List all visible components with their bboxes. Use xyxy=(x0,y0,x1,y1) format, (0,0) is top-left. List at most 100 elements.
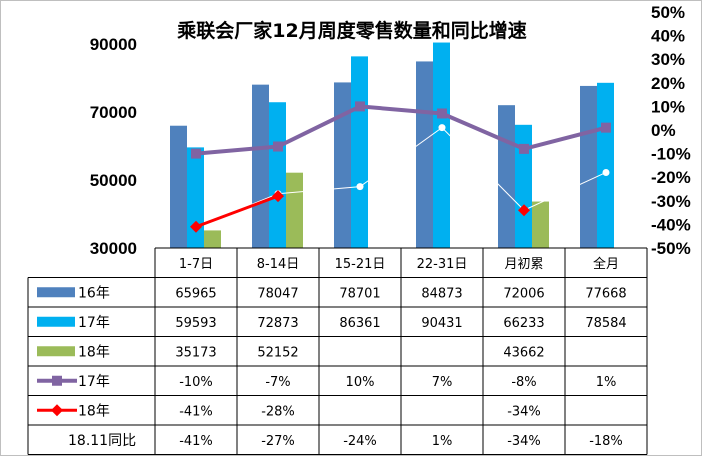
marker-18年 xyxy=(518,204,530,217)
legend-label: 18.11同比 xyxy=(68,433,136,449)
bar-17年-15-21日 xyxy=(351,56,368,248)
category-label: 22-31日 xyxy=(417,257,468,272)
marker-18.11同比 xyxy=(438,124,446,132)
left-tick-label: 30000 xyxy=(90,239,137,258)
left-tick-label: 90000 xyxy=(90,35,137,54)
table-cell-value: 1% xyxy=(596,375,617,390)
right-tick-label: 30% xyxy=(651,50,685,69)
bar-17年-8-14日 xyxy=(269,102,286,248)
marker-17年 xyxy=(273,141,283,152)
table-cell-value: 72006 xyxy=(503,286,544,301)
table-cell-value: 77668 xyxy=(585,286,626,301)
legend-label: 17年 xyxy=(78,374,110,390)
table-cell-value: -41% xyxy=(179,434,213,449)
right-tick-label: 0% xyxy=(651,121,676,140)
table-cell-value: 72873 xyxy=(257,316,298,331)
marker-17年 xyxy=(355,101,365,112)
category-label: 月初累 xyxy=(504,257,543,272)
data-table: 1-7日 8-14日 15-21日 22-31日 月初累 全月 16年 65965 78047 7… xyxy=(27,247,648,455)
bar-18年-1-7日 xyxy=(204,230,221,248)
table-cell-value: 59593 xyxy=(175,316,216,331)
bar-17年-1-7日 xyxy=(187,147,204,248)
bar-17年-全月 xyxy=(597,82,614,249)
bar-17年-月初累 xyxy=(515,124,532,248)
bar-16年-22-31日 xyxy=(416,61,433,249)
table-cell-value: -41% xyxy=(179,404,213,419)
table-cell-value: 1% xyxy=(432,434,453,449)
right-tick-label: 20% xyxy=(651,74,685,93)
bar-16年-15-21日 xyxy=(334,82,351,249)
table-cell-value: 7% xyxy=(432,375,453,390)
legend-label: 18年 xyxy=(78,403,110,419)
table-cell-value: -10% xyxy=(179,375,213,390)
bar-16年-1-7日 xyxy=(170,125,187,248)
marker-18年 xyxy=(190,220,202,233)
table-cell-value: -8% xyxy=(511,375,536,390)
marker-18年 xyxy=(272,190,284,203)
right-axis: 50% 40% 30% 20% 10% 0% -10% -20% -30% -40% -50% xyxy=(651,3,691,258)
table-cell-value: 86361 xyxy=(339,316,380,331)
legend-key-16年 xyxy=(37,287,75,298)
legend-key-17年 xyxy=(37,316,75,327)
left-tick-label: 70000 xyxy=(90,103,137,122)
legend-marker xyxy=(51,404,63,417)
table-cell-value: 78047 xyxy=(257,286,298,301)
table-cell-value: 66233 xyxy=(503,316,544,331)
table-cell-value: 52152 xyxy=(257,345,298,360)
left-tick-label: 50000 xyxy=(90,171,137,190)
bar-18年-8-14日 xyxy=(286,172,303,248)
bar-16年-8-14日 xyxy=(252,84,269,248)
chart-title: 乘联会厂家12月周度零售数量和同比增速 xyxy=(176,19,526,42)
marker-17年 xyxy=(601,122,611,133)
table-cell-value: 35173 xyxy=(175,345,216,360)
marker-17年 xyxy=(437,108,447,119)
table-cell-value: -34% xyxy=(507,404,541,419)
table-cell-value: -27% xyxy=(261,434,295,449)
line-18.11同比 xyxy=(195,126,607,228)
marker-18.11同比 xyxy=(602,168,610,176)
line-series-group xyxy=(190,101,611,233)
category-label: 全月 xyxy=(593,256,619,272)
right-tick-label: -30% xyxy=(651,192,691,211)
table-cell-value: -24% xyxy=(343,434,377,449)
category-label: 1-7日 xyxy=(179,257,213,272)
legend-label: 18年 xyxy=(78,344,110,360)
marker-17年 xyxy=(191,148,201,159)
bar-16年-月初累 xyxy=(498,105,515,249)
right-tick-label: 10% xyxy=(651,97,685,116)
right-tick-label: 50% xyxy=(651,3,685,22)
line-17年 xyxy=(195,104,607,156)
legend-label: 16年 xyxy=(78,285,110,301)
table-cell-value: -28% xyxy=(261,404,295,419)
right-tick-label: -10% xyxy=(651,145,691,164)
bar-18年-月初累 xyxy=(532,201,549,248)
table-cell-value: 78584 xyxy=(585,316,626,331)
category-label: 15-21日 xyxy=(335,257,386,272)
right-tick-label: -40% xyxy=(651,215,691,234)
table-cell-value: 90431 xyxy=(421,316,462,331)
bar-16年-全月 xyxy=(580,85,597,248)
category-label: 8-14日 xyxy=(257,257,300,272)
bar-series-group xyxy=(170,42,614,249)
line-18年 xyxy=(195,194,279,229)
legend-marker xyxy=(52,375,62,386)
table-cell-value: 78701 xyxy=(339,286,380,301)
right-tick-label: 40% xyxy=(651,27,685,46)
marker-18.11同比 xyxy=(356,183,364,191)
table-cell-value: -18% xyxy=(589,434,623,449)
right-tick-label: -20% xyxy=(651,168,691,187)
marker-17年 xyxy=(519,143,529,154)
right-tick-label: -50% xyxy=(651,239,691,258)
table-cell-value: -7% xyxy=(265,375,290,390)
legend-key-18年 xyxy=(37,346,75,357)
table-cell-value: 43662 xyxy=(503,345,544,360)
bar-17年-22-31日 xyxy=(433,42,450,248)
table-cell-value: -34% xyxy=(507,434,541,449)
table-cell-value: 10% xyxy=(346,375,375,390)
table-cell-value: 65965 xyxy=(175,286,216,301)
legend-label: 17年 xyxy=(78,315,110,331)
table-cell-value: 84873 xyxy=(421,286,462,301)
left-axis: 30000 50000 70000 90000 xyxy=(90,35,137,258)
